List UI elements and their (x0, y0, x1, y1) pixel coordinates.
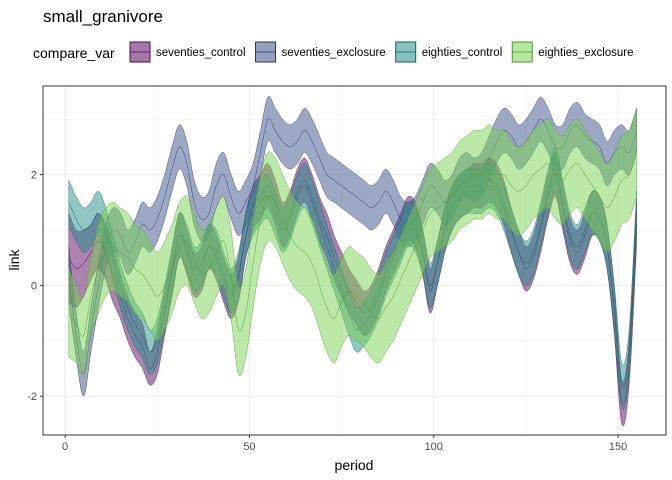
ribbon-layer (68, 96, 637, 427)
y-axis-title: link (6, 249, 22, 271)
y-tick-label: 0 (31, 280, 37, 292)
x-tick-label: 150 (609, 441, 627, 453)
y-axis: -2 0 2 (27, 170, 43, 403)
legend: compare_var seventies_control seventies_e… (33, 41, 634, 63)
x-tick-label: 100 (425, 441, 443, 453)
legend-label: eighties_exclosure (538, 47, 633, 59)
legend-label: seventies_control (156, 47, 246, 59)
legend-label: eighties_control (422, 47, 503, 59)
legend-item-eighties_control: eighties_control (395, 41, 503, 63)
panel-border (42, 85, 667, 436)
x-tick-label: 0 (62, 441, 68, 453)
legend-item-eighties_exclosure: eighties_exclosure (511, 41, 634, 63)
mean-line-eighties_exclosure (68, 152, 637, 337)
x-tick-label: 50 (243, 441, 255, 453)
y-tick-label: 2 (31, 170, 37, 182)
x-axis-title: period (335, 457, 374, 473)
legend-item-seventies_control: seventies_control (129, 41, 246, 63)
ribbon-eighties_exclosure (68, 108, 637, 377)
legend-label: seventies_exclosure (282, 47, 386, 59)
y-tick-label: -2 (27, 391, 37, 403)
plot-panel (42, 85, 667, 436)
legend-items: seventies_control seventies_exclosure eigh… (129, 41, 634, 63)
x-axis: 0 50 100 150 (62, 435, 627, 453)
legend-item-seventies_exclosure: seventies_exclosure (255, 41, 386, 63)
legend-title: compare_var (33, 45, 115, 61)
mean-line-seventies_exclosure (68, 118, 637, 375)
chart-title: small_granivore (43, 7, 163, 26)
